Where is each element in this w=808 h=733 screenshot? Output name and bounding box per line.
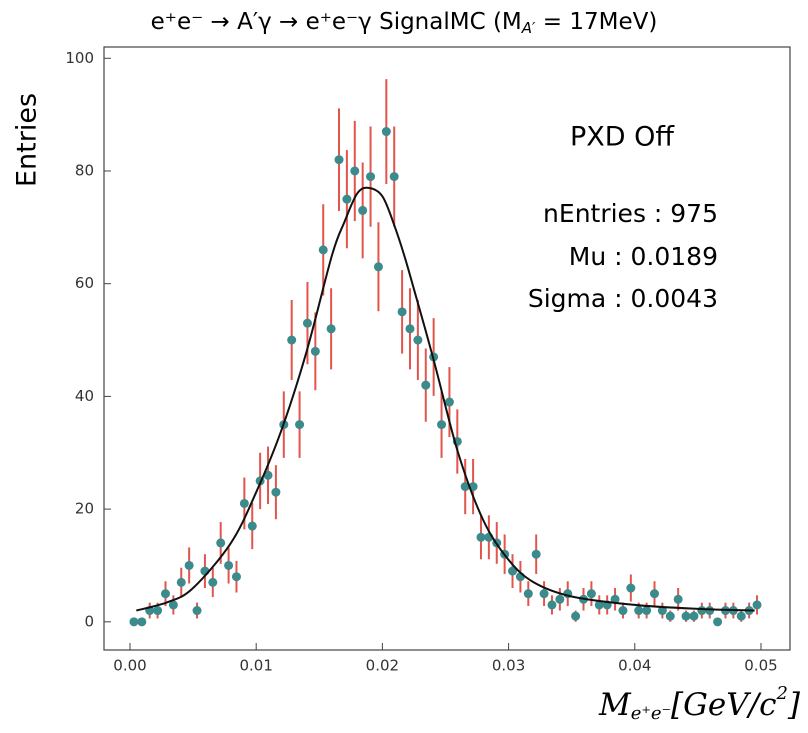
data-point xyxy=(665,611,675,621)
data-point xyxy=(618,606,628,616)
data-point xyxy=(287,335,297,345)
data-point xyxy=(334,155,344,165)
x-label-subscript: e⁺e⁻ xyxy=(631,703,671,724)
plot-frame xyxy=(103,46,791,651)
x-label-part: M xyxy=(598,687,632,723)
annotation: nEntries : 975 xyxy=(543,199,718,228)
data-point xyxy=(153,606,163,616)
data-point xyxy=(752,600,762,610)
data-point xyxy=(555,594,565,604)
data-point xyxy=(184,560,194,570)
data-point xyxy=(681,611,691,621)
data-point xyxy=(642,606,652,616)
data-point xyxy=(160,589,170,599)
data-point xyxy=(626,583,636,593)
data-point xyxy=(239,498,249,508)
data-point xyxy=(689,611,699,621)
data-point xyxy=(247,521,257,531)
data-point xyxy=(531,549,541,559)
data-point xyxy=(547,600,557,610)
data-point xyxy=(310,346,320,356)
chart-title: e⁺e⁻ → A′γ → e⁺e⁻γ SignalMC (MA′ = 17MeV… xyxy=(151,9,658,37)
x-label-part: [GeV/c xyxy=(671,687,776,723)
data-point xyxy=(350,166,360,176)
x-tick-label: 0.01 xyxy=(239,657,272,675)
data-point xyxy=(437,420,447,430)
data-point xyxy=(736,611,746,621)
y-tick-label: 20 xyxy=(75,500,94,518)
data-point xyxy=(713,617,723,627)
data-point xyxy=(697,606,707,616)
x-axis-label: Me⁺e⁻[GeV/c2] xyxy=(598,683,801,724)
data-point xyxy=(523,589,533,599)
data-point xyxy=(389,172,399,182)
x-label-superscript: 2 xyxy=(775,683,787,704)
data-point xyxy=(634,606,644,616)
data-point xyxy=(705,606,715,616)
data-point xyxy=(231,572,241,582)
data-point xyxy=(318,245,328,255)
data-point xyxy=(224,560,234,570)
annotation: Sigma : 0.0043 xyxy=(528,284,718,313)
data-point xyxy=(342,194,352,204)
data-point xyxy=(397,307,407,317)
data-point xyxy=(263,470,273,480)
data-point xyxy=(326,324,336,334)
data-point xyxy=(208,577,218,587)
x-label-part: ] xyxy=(787,687,801,723)
data-point xyxy=(476,532,486,542)
data-point xyxy=(405,324,415,334)
data-point xyxy=(586,589,596,599)
data-point xyxy=(168,600,178,610)
title-part: = 17MeV) xyxy=(535,9,657,35)
data-point xyxy=(295,420,305,430)
data-point xyxy=(594,600,604,610)
x-tick-label: 0.03 xyxy=(492,657,525,675)
annotation: Mu : 0.0189 xyxy=(569,242,718,271)
data-point xyxy=(657,606,667,616)
x-tick-label: 0.04 xyxy=(618,657,651,675)
y-tick-label: 40 xyxy=(75,387,94,405)
data-point xyxy=(271,487,281,497)
data-point xyxy=(413,335,423,345)
data-point xyxy=(358,205,368,215)
y-tick-label: 80 xyxy=(75,161,94,179)
x-tick-label: 0.05 xyxy=(744,657,777,675)
data-point xyxy=(571,611,581,621)
data-point xyxy=(649,589,659,599)
data-point xyxy=(366,172,376,182)
data-point xyxy=(673,594,683,604)
fit-curve xyxy=(136,186,755,612)
y-tick-label: 0 xyxy=(84,612,94,630)
data-point xyxy=(216,538,226,548)
data-point xyxy=(610,594,620,604)
data-point xyxy=(444,397,454,407)
x-tick-label: 0.00 xyxy=(113,657,146,675)
data-point xyxy=(192,606,202,616)
data-point xyxy=(508,566,518,576)
x-tick-label: 0.02 xyxy=(366,657,399,675)
data-point xyxy=(129,617,139,627)
data-point xyxy=(302,318,312,328)
data-point xyxy=(137,617,147,627)
title-subscript: A′ xyxy=(521,19,536,37)
data-point xyxy=(176,577,186,587)
title-part: e⁺e⁻ → A′γ → e⁺e⁻γ SignalMC (M xyxy=(151,9,522,35)
y-axis-label: Entries xyxy=(12,93,43,187)
data-point xyxy=(539,589,549,599)
data-point xyxy=(421,380,431,390)
y-tick-label: 60 xyxy=(75,274,94,292)
annotation: PXD Off xyxy=(570,122,675,153)
data-point xyxy=(460,482,470,492)
data-point xyxy=(381,127,391,137)
data-point xyxy=(373,262,383,272)
y-tick-label: 100 xyxy=(65,49,94,67)
